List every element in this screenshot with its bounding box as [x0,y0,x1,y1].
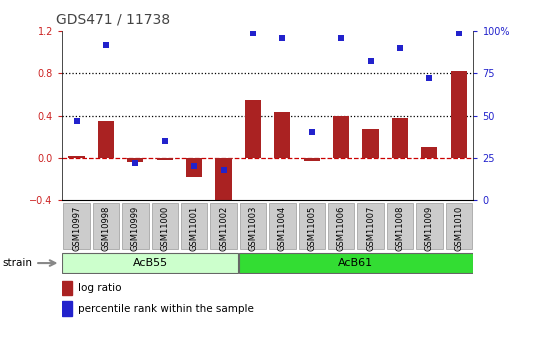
FancyBboxPatch shape [328,203,355,249]
Point [425,76,434,81]
Text: GSM11003: GSM11003 [249,206,258,251]
FancyBboxPatch shape [299,203,325,249]
Point [337,35,345,41]
Point [72,118,81,124]
FancyBboxPatch shape [93,203,119,249]
Bar [216,158,232,205]
Text: GSM11005: GSM11005 [307,206,316,251]
FancyBboxPatch shape [240,203,266,249]
Text: GSM11008: GSM11008 [395,206,405,251]
Text: GSM11007: GSM11007 [366,206,375,251]
FancyBboxPatch shape [63,203,90,249]
Text: GSM11002: GSM11002 [219,206,228,251]
Text: GSM10999: GSM10999 [131,206,140,251]
Text: GSM11004: GSM11004 [278,206,287,251]
Text: GDS471 / 11738: GDS471 / 11738 [56,12,171,26]
FancyBboxPatch shape [62,253,238,273]
FancyBboxPatch shape [357,203,384,249]
FancyBboxPatch shape [445,203,472,249]
Bar [68,156,84,158]
Bar [274,112,291,158]
Text: percentile rank within the sample: percentile rank within the sample [79,304,254,314]
Point [102,42,110,47]
Bar [303,158,320,161]
Bar [157,158,173,160]
Text: GSM10997: GSM10997 [72,206,81,251]
Text: GSM11009: GSM11009 [425,206,434,251]
Bar [333,116,349,158]
Point [220,167,228,172]
Point [160,138,169,144]
Bar [245,100,261,158]
FancyBboxPatch shape [122,203,148,249]
Bar [421,147,437,158]
Text: GSM11010: GSM11010 [454,206,463,251]
Point [395,45,404,51]
FancyBboxPatch shape [269,203,295,249]
Text: GSM10998: GSM10998 [102,206,110,251]
Bar [392,118,408,158]
Point [278,35,287,41]
Point [131,160,140,166]
FancyBboxPatch shape [152,203,178,249]
Bar [451,71,467,158]
Bar [128,158,144,162]
FancyBboxPatch shape [181,203,207,249]
Bar [186,158,202,177]
Point [190,164,199,169]
Point [366,59,375,64]
Text: log ratio: log ratio [79,283,122,293]
FancyBboxPatch shape [387,203,413,249]
Point [307,130,316,135]
Bar [363,129,379,158]
FancyBboxPatch shape [210,203,237,249]
Text: GSM11000: GSM11000 [160,206,169,251]
Bar [62,280,72,295]
Text: GSM11001: GSM11001 [190,206,199,251]
Text: AcB61: AcB61 [338,258,373,268]
Bar [98,121,114,158]
Point [455,30,463,36]
Text: strain: strain [3,258,33,268]
Text: AcB55: AcB55 [132,258,168,268]
Point [249,30,257,36]
FancyBboxPatch shape [416,203,443,249]
Text: GSM11006: GSM11006 [337,206,345,251]
FancyBboxPatch shape [239,253,473,273]
Bar [62,301,72,316]
